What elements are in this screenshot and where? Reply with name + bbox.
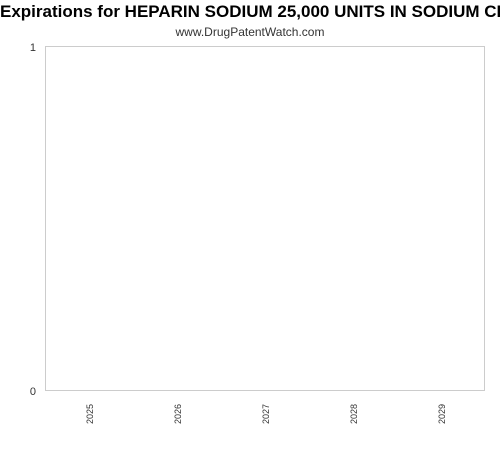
x-tick-label: 2026	[173, 404, 183, 424]
y-tick-label: 0	[30, 386, 36, 398]
x-tick-label: 2027	[261, 404, 271, 424]
x-axis: 2025 2026 2027 2028 2029	[85, 404, 447, 424]
x-tick-label: 2025	[85, 404, 95, 424]
chart-title: Expirations for HEPARIN SODIUM 25,000 UN…	[0, 2, 500, 22]
y-axis: 01	[30, 42, 36, 398]
y-tick-label: 1	[30, 42, 36, 54]
chart-title-text: Expirations for HEPARIN SODIUM 25,000 UN…	[0, 2, 500, 21]
x-tick-label: 2028	[349, 404, 359, 424]
x-tick-label: 2029	[437, 404, 447, 424]
plot-frame	[45, 46, 485, 391]
chart-subtitle: www.DrugPatentWatch.com	[175, 25, 325, 39]
